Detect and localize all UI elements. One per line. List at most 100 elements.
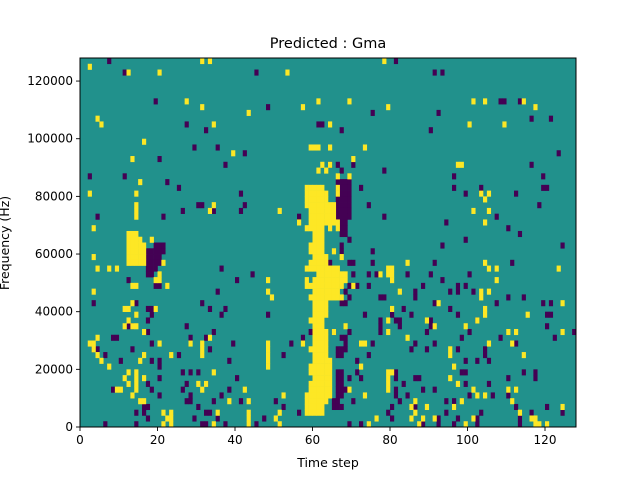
heatmap-cell-high [335,173,340,180]
heatmap-cell-high [362,340,368,347]
heatmap-cell-high [320,207,325,214]
heatmap-cell-low [401,305,406,312]
heatmap-cell-high [335,265,340,272]
heatmap-cell-low [463,282,468,289]
heatmap-cell-high [312,219,317,226]
heatmap-cell-low [331,398,337,405]
heatmap-cell-low [490,392,495,399]
heatmap-cell-high [424,317,430,324]
heatmap-cell-high [324,167,329,174]
heatmap-cell-low [548,300,554,307]
heatmap-cell-high [269,294,275,301]
heatmap-cell-low [413,294,418,301]
x-tick-label: 100 [456,433,479,447]
heatmap-cell-high [246,398,251,405]
heatmap-cell-high [320,323,325,330]
heatmap-cell-high [324,357,329,364]
heatmap-cell-high [138,398,143,405]
heatmap-cell-low [153,259,158,266]
heatmap-cell-low [134,409,139,416]
heatmap-cell-high [304,202,309,209]
heatmap-cell-low [339,392,344,399]
heatmap-cell-low [483,352,488,359]
heatmap-cell-low [347,179,352,186]
heatmap-cell-high [312,334,317,341]
heatmap-cell-high [324,386,329,393]
heatmap-cell-high [308,392,313,399]
heatmap-cell-high [328,392,333,399]
heatmap-cell-high [312,225,317,232]
heatmap-cell-high [351,156,356,163]
heatmap-cell-high [312,259,317,266]
x-tick-label: 20 [150,433,165,447]
heatmap-cell-low [413,375,418,382]
heatmap-cell-low [114,334,120,341]
heatmap-cell-high [335,225,340,232]
heatmap-cell-high [386,328,391,336]
heatmap-cell-high [320,334,325,341]
heatmap-cell-high [316,403,321,411]
heatmap-cell-high [231,150,236,157]
heatmap-cell-high [312,196,317,203]
heatmap-cell-high [386,380,391,387]
heatmap-cell-low [145,403,151,411]
heatmap-cell-high [343,323,348,330]
heatmap-cell-high [483,219,488,226]
heatmap-cell-low [428,271,433,278]
heatmap-cell-low [459,334,464,341]
heatmap-cell-low [219,392,224,399]
heatmap-cell-low [393,392,399,399]
heatmap-cell-high [351,282,356,289]
heatmap-cell-low [339,219,344,226]
heatmap-cell-high [328,363,333,370]
heatmap-cell-low [145,317,151,324]
heatmap-cell-high [316,334,321,341]
heatmap-cell-high [324,334,329,341]
heatmap-cell-low [548,311,554,318]
heatmap-cell-low [87,173,92,180]
heatmap-cell-high [316,282,321,289]
heatmap-cell-high [308,369,313,376]
heatmap-cell-low [126,323,131,330]
heatmap-cell-high [320,225,325,232]
heatmap-cell-high [95,265,100,272]
heatmap-cell-high [494,265,499,272]
heatmap-cell-high [138,248,143,255]
heatmap-cell-high [308,248,313,255]
heatmap-cell-low [153,98,158,105]
heatmap-cell-high [312,265,317,272]
heatmap-cell-high [188,340,193,347]
heatmap-cell-high [304,196,309,203]
heatmap-cell-low [382,167,387,174]
heatmap-cell-high [324,311,329,318]
heatmap-cell-high [328,271,333,278]
heatmap-cell-low [560,409,565,416]
heatmap-cell-low [339,346,344,353]
heatmap-cell-high [207,58,213,65]
heatmap-cell-low [393,386,399,393]
heatmap-cell-low [180,207,185,214]
heatmap-cell-low [339,403,344,411]
heatmap-cell-low [444,409,449,416]
heatmap-cell-low [347,328,352,336]
heatmap-cell-low [161,242,166,249]
heatmap-cell-high [320,202,325,209]
heatmap-cell-high [397,288,402,295]
heatmap-cell-high [448,346,453,353]
heatmap-cell-low [231,340,236,347]
heatmap-cell-low [475,415,480,422]
heatmap-cell-low [200,300,205,307]
heatmap-cell-high [521,352,526,359]
heatmap-cell-high [122,323,127,330]
heatmap-cell-high [506,328,511,336]
heatmap-cell-low [560,242,565,249]
heatmap-cell-low [335,213,340,220]
heatmap-cell-high [486,207,492,214]
heatmap-cell-high [200,346,205,353]
heatmap-cell-high [165,282,170,289]
heatmap-cell-high [126,242,131,249]
heatmap-cell-high [324,207,329,214]
heatmap-cell-low [130,346,135,353]
heatmap-cell-high [134,230,139,238]
heatmap-cell-low [176,352,182,359]
